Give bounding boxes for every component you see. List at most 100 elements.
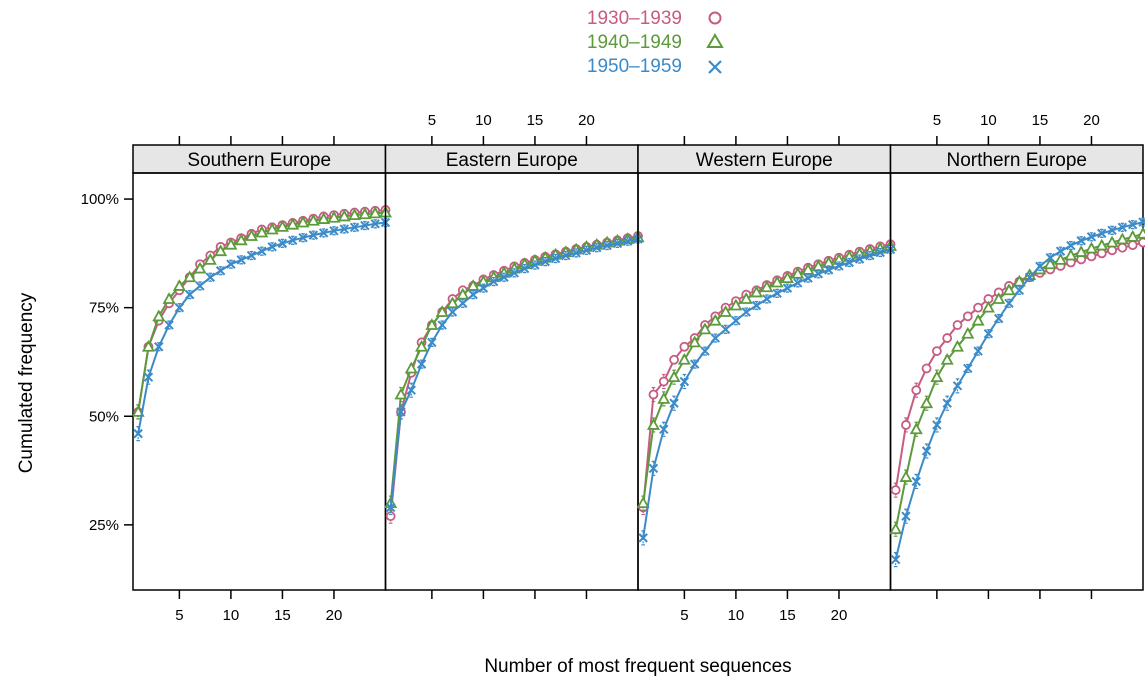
data-point [962, 311, 973, 322]
data-point [813, 269, 824, 279]
data-point [602, 240, 612, 251]
data-point [133, 428, 143, 439]
data-point [234, 233, 248, 246]
panels-layer: Southern Europe 5 10 15 20 Eastern Europe 5 10 1… [81, 112, 1145, 624]
x-tick-label: 15 [274, 607, 291, 624]
data-point [657, 392, 671, 404]
cross-stroke [963, 363, 973, 374]
cross-stroke [174, 302, 185, 313]
data-point [277, 238, 288, 249]
data-point [385, 502, 396, 513]
cross-stroke [154, 342, 164, 352]
data-point [425, 318, 439, 330]
data-point [669, 354, 679, 365]
data-point [679, 341, 690, 352]
data-point [317, 212, 331, 224]
data-point [141, 339, 155, 352]
cross-stroke [1035, 261, 1045, 272]
data-point [909, 422, 923, 435]
cross-stroke [478, 283, 489, 293]
cross-stroke [339, 224, 349, 234]
data-point [921, 363, 932, 374]
data-point [1097, 228, 1107, 239]
x-tick-label: 5 [680, 607, 688, 624]
data-point [406, 385, 416, 395]
cross-stroke [133, 428, 143, 439]
data-point [478, 283, 489, 293]
cross-stroke [540, 256, 550, 267]
cross-stroke [592, 243, 602, 253]
data-point [458, 298, 468, 309]
cross-stroke [622, 236, 633, 246]
data-point [865, 250, 875, 261]
data-point [973, 346, 983, 356]
cross-stroke [823, 265, 834, 275]
data-point [677, 352, 691, 365]
data-point [205, 272, 216, 282]
data-point [184, 289, 195, 300]
series-1930-1939 [385, 231, 643, 524]
data-point [445, 296, 460, 309]
data-point [648, 463, 659, 474]
panel-western-europe: Western Europe 5 10 15 20 [636, 136, 898, 624]
data-point [427, 337, 437, 348]
y-tick-label: 50% [89, 408, 119, 425]
cross-stroke [689, 359, 700, 369]
data-point [224, 237, 238, 250]
data-point [844, 257, 854, 268]
data-point [226, 259, 236, 269]
data-point [646, 418, 660, 430]
legend-label-1930-1939: 1930–1939 [587, 8, 682, 29]
data-point [468, 289, 478, 300]
x-tick-label: 20 [578, 112, 595, 129]
data-point [154, 342, 164, 352]
x-tick-label: 10 [980, 112, 997, 129]
cross-stroke [1014, 285, 1025, 295]
data-point [952, 320, 963, 330]
series-1930-1939 [133, 205, 391, 420]
data-point [890, 485, 901, 495]
data-point [931, 346, 942, 356]
legend-cross-symbol [708, 60, 722, 74]
data-point [688, 335, 702, 348]
cross-stroke [1066, 240, 1076, 251]
data-point [890, 554, 901, 565]
legend-circle-symbol [708, 11, 722, 25]
series-1950-1959 [133, 217, 391, 442]
x-tick-label: 20 [1083, 112, 1100, 129]
data-point [698, 322, 712, 335]
data-point [162, 292, 176, 304]
series-1940-1949 [889, 226, 1145, 537]
data-point [770, 275, 784, 288]
data-point [385, 511, 396, 522]
cross-stroke [396, 407, 406, 417]
data-point [731, 315, 741, 326]
data-point [1127, 219, 1138, 230]
legend-label-1950-1959: 1950–1959 [587, 56, 682, 77]
data-point [971, 313, 985, 326]
data-point [622, 236, 633, 246]
data-point [930, 370, 944, 383]
data-point [1055, 246, 1066, 256]
data-point [172, 279, 186, 291]
data-point [360, 220, 370, 231]
data-point [174, 302, 185, 313]
series-1950-1959 [638, 244, 896, 546]
data-point [509, 268, 520, 278]
cross-stroke [195, 281, 205, 291]
x-tick-label: 10 [223, 607, 240, 624]
x-tick-label: 20 [326, 607, 343, 624]
data-point [581, 245, 592, 256]
data-point [1138, 217, 1145, 227]
data-point [791, 266, 805, 279]
data-point [782, 283, 793, 293]
cross-stroke [751, 300, 762, 311]
data-point [710, 333, 721, 343]
series-1940-1949 [131, 205, 393, 420]
data-point [296, 215, 310, 228]
data-point [983, 329, 994, 339]
data-point [901, 511, 911, 521]
data-point [1138, 237, 1145, 248]
data-point [1126, 229, 1140, 242]
